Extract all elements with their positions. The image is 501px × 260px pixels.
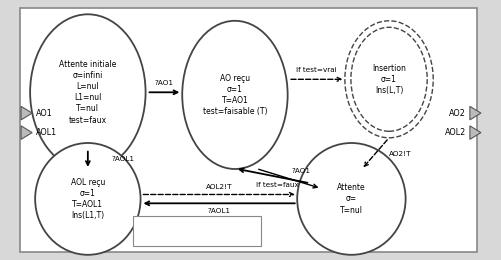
Polygon shape bbox=[21, 106, 32, 120]
Text: AOL reçu
σ=1
T=AOL1
Ins(L1,T): AOL reçu σ=1 T=AOL1 Ins(L1,T) bbox=[71, 178, 105, 220]
Text: If test=vrai: If test=vrai bbox=[296, 67, 336, 73]
Text: ?AOL1: ?AOL1 bbox=[207, 208, 230, 214]
Text: AO2: AO2 bbox=[448, 109, 465, 118]
Bar bbox=[133, 216, 261, 246]
Text: If test=faux: If test=faux bbox=[256, 182, 299, 188]
Text: Attente
σ=
T=nul: Attente σ= T=nul bbox=[336, 183, 365, 214]
Polygon shape bbox=[469, 126, 480, 139]
Polygon shape bbox=[21, 126, 32, 139]
Text: AO reçu
σ=1
T=AO1
test=faisable (T): AO reçu σ=1 T=AO1 test=faisable (T) bbox=[202, 74, 267, 116]
Text: AOL2!T: AOL2!T bbox=[206, 184, 232, 190]
Text: AO1: AO1 bbox=[36, 109, 53, 118]
Text: AO2!T: AO2!T bbox=[388, 151, 410, 157]
Text: AOL1: AOL1 bbox=[36, 128, 57, 137]
Ellipse shape bbox=[35, 143, 140, 255]
Ellipse shape bbox=[30, 14, 145, 170]
Ellipse shape bbox=[182, 21, 287, 169]
Text: Attente initiale
σ=infini
L=nul
L1=nul
T=nul
test=faux: Attente initiale σ=infini L=nul L1=nul T… bbox=[59, 60, 116, 125]
Polygon shape bbox=[469, 106, 480, 120]
Ellipse shape bbox=[297, 143, 405, 255]
Text: AOL2: AOL2 bbox=[444, 128, 465, 137]
Text: ?AO1: ?AO1 bbox=[154, 80, 173, 86]
Ellipse shape bbox=[344, 21, 432, 138]
Text: Insertion
σ=1
Ins(L,T): Insertion σ=1 Ins(L,T) bbox=[371, 64, 405, 95]
Ellipse shape bbox=[350, 27, 426, 131]
Text: ?AOL1: ?AOL1 bbox=[111, 156, 134, 162]
Text: ?AO1: ?AO1 bbox=[291, 168, 310, 174]
